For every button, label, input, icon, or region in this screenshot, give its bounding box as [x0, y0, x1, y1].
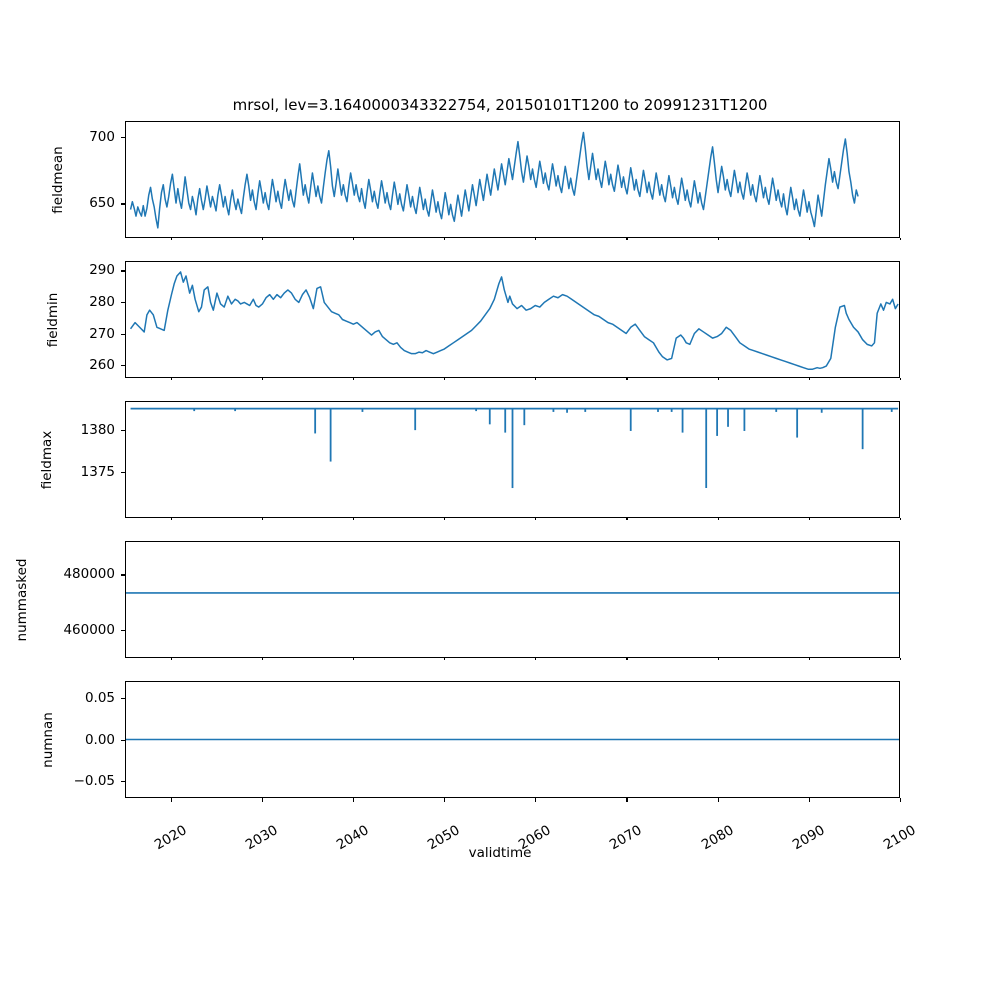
ytick-mark [121, 270, 125, 272]
ytick-mark [121, 365, 125, 367]
ytick-mark [121, 136, 125, 139]
ytick-mark [121, 630, 125, 632]
ytick-mark [121, 203, 125, 205]
plot-area-fieldmean [126, 122, 899, 237]
ytick-label: 650 [89, 195, 115, 212]
xtick-mark [900, 518, 902, 520]
ytick-label: 460000 [63, 622, 115, 639]
ytick-label: 280 [89, 294, 115, 311]
xtick-mark [444, 238, 446, 240]
xlabel-validtime: validtime [468, 845, 532, 861]
xtick-mark [900, 378, 902, 380]
ytick-mark [121, 739, 125, 741]
ytick-label: 700 [89, 128, 115, 145]
ytick-label: 290 [89, 262, 115, 279]
xtick-mark [352, 378, 355, 380]
ytick-label: 270 [89, 325, 115, 342]
panel-numnan [125, 681, 900, 798]
xtick-mark [808, 378, 810, 380]
xtick-mark [352, 238, 355, 240]
xtick-mark [170, 518, 172, 520]
xtick-mark [900, 658, 902, 660]
xtick-mark [808, 238, 810, 240]
xtick-mark [444, 518, 446, 520]
ytick-label: 260 [89, 357, 115, 374]
xtick-mark [626, 658, 628, 660]
xtick-mark [717, 518, 719, 520]
plot-area-nummasked [126, 542, 899, 657]
ytick-mark [121, 697, 125, 699]
xtick-mark [717, 658, 719, 660]
xtick-mark [900, 238, 902, 240]
xtick-mark [170, 378, 172, 380]
xtick-mark [808, 658, 810, 660]
plot-area-fieldmax [126, 402, 899, 517]
xtick-mark [535, 658, 537, 660]
xtick-mark [444, 658, 446, 660]
ytick-mark [121, 302, 125, 304]
xtick-mark [717, 378, 719, 380]
ytick-label: 0.05 [84, 689, 115, 706]
xtick-mark [626, 798, 628, 802]
ytick-mark [121, 471, 125, 473]
xtick-mark [261, 518, 263, 520]
xtick-mark [535, 798, 537, 802]
xtick-mark [261, 798, 263, 802]
plot-area-fieldmin [126, 262, 899, 377]
xtick-mark [535, 238, 537, 240]
xtick-mark [352, 798, 355, 802]
ytick-mark [121, 574, 125, 576]
panel-fieldmean [125, 121, 900, 238]
plot-area-numnan [126, 682, 899, 797]
xtick-mark [444, 798, 446, 802]
ytick-label: 0.00 [84, 731, 115, 748]
data-line [131, 132, 859, 227]
xtick-mark [808, 518, 810, 520]
xtick-mark [352, 518, 355, 520]
xtick-mark [626, 518, 628, 520]
xtick-mark [717, 238, 719, 240]
xtick-mark [900, 798, 902, 802]
ylabel-nummasked: nummasked [14, 558, 30, 642]
xtick-mark [261, 658, 263, 660]
data-line [131, 272, 899, 369]
xtick-mark [626, 238, 628, 240]
xtick-mark [717, 798, 719, 802]
ytick-mark [121, 429, 125, 431]
xtick-mark [535, 518, 537, 520]
ytick-mark [121, 333, 125, 335]
panel-clip-numnan: numnan −0.05 0.00 0.05 2020 2030 2040 2050 206… [0, 660, 1000, 860]
xtick-mark [535, 378, 537, 380]
xtick-mark [626, 378, 628, 380]
figure-title: mrsol, lev=3.1640000343322754, 20150101T… [232, 96, 768, 114]
ylabel-fieldmax: fieldmax [39, 430, 55, 490]
xtick-mark [261, 378, 263, 380]
panel-nummasked [125, 541, 900, 658]
xtick-mark [170, 798, 172, 802]
xtick-mark [170, 238, 172, 240]
panel-fieldmax [125, 401, 900, 518]
ytick-label: 1380 [80, 421, 115, 438]
ytick-label: 1375 [80, 463, 115, 480]
ytick-label: 480000 [63, 566, 115, 583]
panel-fieldmin [125, 261, 900, 378]
xtick-mark [808, 798, 810, 802]
xtick-mark [444, 378, 446, 380]
xtick-mark [352, 658, 355, 660]
ytick-mark [121, 781, 125, 783]
ytick-label: −0.05 [73, 773, 115, 790]
xtick-mark [261, 238, 263, 240]
xtick-mark [170, 658, 172, 660]
